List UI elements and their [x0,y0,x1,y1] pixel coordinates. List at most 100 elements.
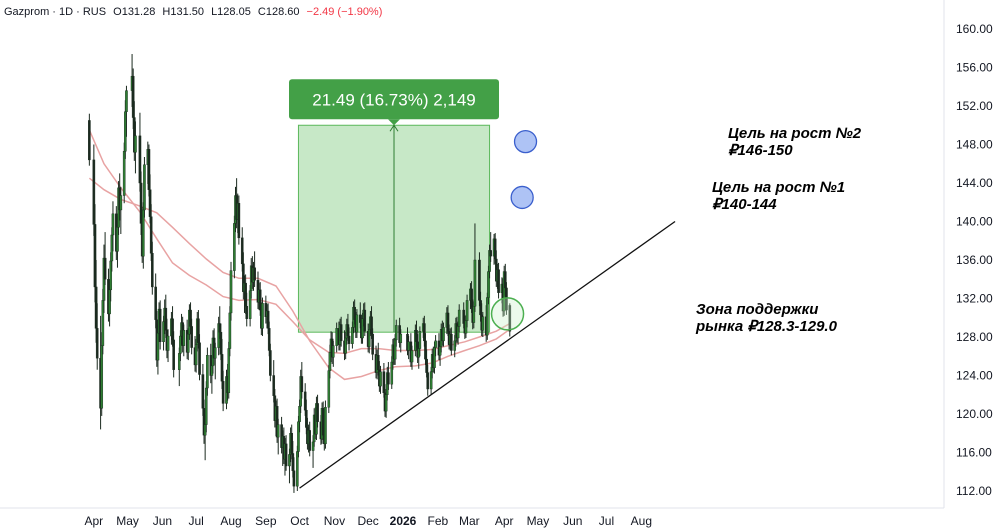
measure-label-background [289,79,500,120]
price-tick-label: 120.00 [956,407,993,421]
candle-body [308,430,311,451]
change-value: −2.49 (−1.90%) [306,6,383,18]
markers [490,129,538,331]
support-trendline[interactable] [299,220,676,489]
candle-body [473,259,477,307]
price-tick-label: 156.00 [956,61,993,75]
price-tick-label: 128.00 [956,330,993,344]
candle-body [465,300,469,321]
target1-range: ₽140-144 [712,196,777,213]
open-value: O131.28 [113,6,156,18]
price-tick-label: 148.00 [956,138,993,152]
candle-body [371,333,374,355]
support-title: Зона поддержки [696,301,818,318]
candle-body [166,335,170,351]
candle-body [158,308,162,343]
target2-title: Цель на рост №2 [728,125,862,142]
price-tick-label: 112.00 [956,484,992,498]
candle-body [407,341,410,351]
ticker-header: Gazprom · 1D · RUS O131.28 H131.50 L128.… [4,6,382,18]
low-value: L128.05 [211,6,251,18]
measure-label-text: 21.49 (16.73%) 2,149 [312,90,476,109]
time-tick-label: Apr [85,514,104,528]
target1-title: Цель на рост №1 [712,179,845,196]
candle-body [213,347,217,359]
price-tick-label: 124.00 [956,369,993,383]
candle-body [190,326,193,348]
measure-label: 21.49 (16.73%) 2,149 [289,79,500,126]
time-tick-label: Jun [153,514,172,528]
time-axis[interactable]: Apr May Jun Jul Aug Sep Oct Nov Dec 2026 Feb Mar Apr… [0,507,944,528]
price-tick-label: 160.00 [956,22,993,36]
candle-body [410,350,414,363]
candle-body [316,403,319,422]
time-tick-label: 2026 [390,514,417,528]
time-tick-label: May [116,514,139,528]
time-tick-label: Nov [324,514,345,528]
time-tick-label: Aug [631,514,652,528]
candle-body [172,339,175,370]
time-tick-label: Jun [563,514,582,528]
measure-arrowhead [389,124,399,132]
candle-body [434,340,437,348]
time-tick-label: Aug [220,514,241,528]
candle-body [457,309,461,327]
candle-body [125,90,128,112]
candle-body [103,257,107,280]
candle-body [134,135,137,153]
price-axis[interactable]: 160.00 156.00 152.00 148.00 144.00 140.00 136.… [943,0,993,508]
target-marker [513,129,538,154]
price-tick-label: 152.00 [956,99,993,113]
time-tick-label: Jul [188,514,203,528]
candle-body [335,328,338,346]
time-tick-label: Jul [599,514,614,528]
candle-body [324,407,327,445]
price-tick-label: 136.00 [956,253,993,267]
candle-body [182,330,186,346]
candle-body [284,443,288,467]
support-range: рынка ₽128.3-129.0 [695,318,838,335]
candle-body [198,342,201,375]
candle-body [300,376,304,393]
candle-body [237,203,241,239]
candle-body [347,335,351,344]
candle-body [221,381,225,404]
candle-body [229,270,233,314]
candle-body [489,250,492,257]
candle-body [253,267,256,281]
candle-body [100,345,104,409]
candle-body [245,306,249,319]
candle-body [481,316,485,331]
symbol-label[interactable]: Gazprom · 1D · RUS [4,6,107,18]
candle-body [206,355,209,389]
candle-body [276,424,280,438]
candle-body [339,324,343,342]
candle-body [355,314,359,333]
time-tick-label: Oct [290,514,309,528]
support-marker [490,297,525,331]
target-marker [510,185,534,210]
candle-body [111,213,115,236]
candle-body [151,253,154,288]
moving-averages [88,129,511,381]
candle-body [119,195,123,211]
candle-body [426,372,430,390]
time-tick-label: May [527,514,550,528]
close-value: C128.60 [257,6,300,18]
high-value: H131.50 [162,6,204,18]
candle-body [497,269,500,293]
time-tick-label: Feb [428,514,449,528]
candles [88,54,512,493]
price-tick-label: 132.00 [956,292,993,306]
candle-body [261,303,264,329]
time-tick-label: Sep [255,514,277,528]
target2-range: ₽146-150 [728,142,793,159]
candle-body [505,287,508,311]
price-tick-label: 144.00 [956,176,993,190]
candle-body [292,470,296,487]
candle-body [95,328,99,359]
candle-body [442,327,445,342]
candle-body [399,333,403,343]
